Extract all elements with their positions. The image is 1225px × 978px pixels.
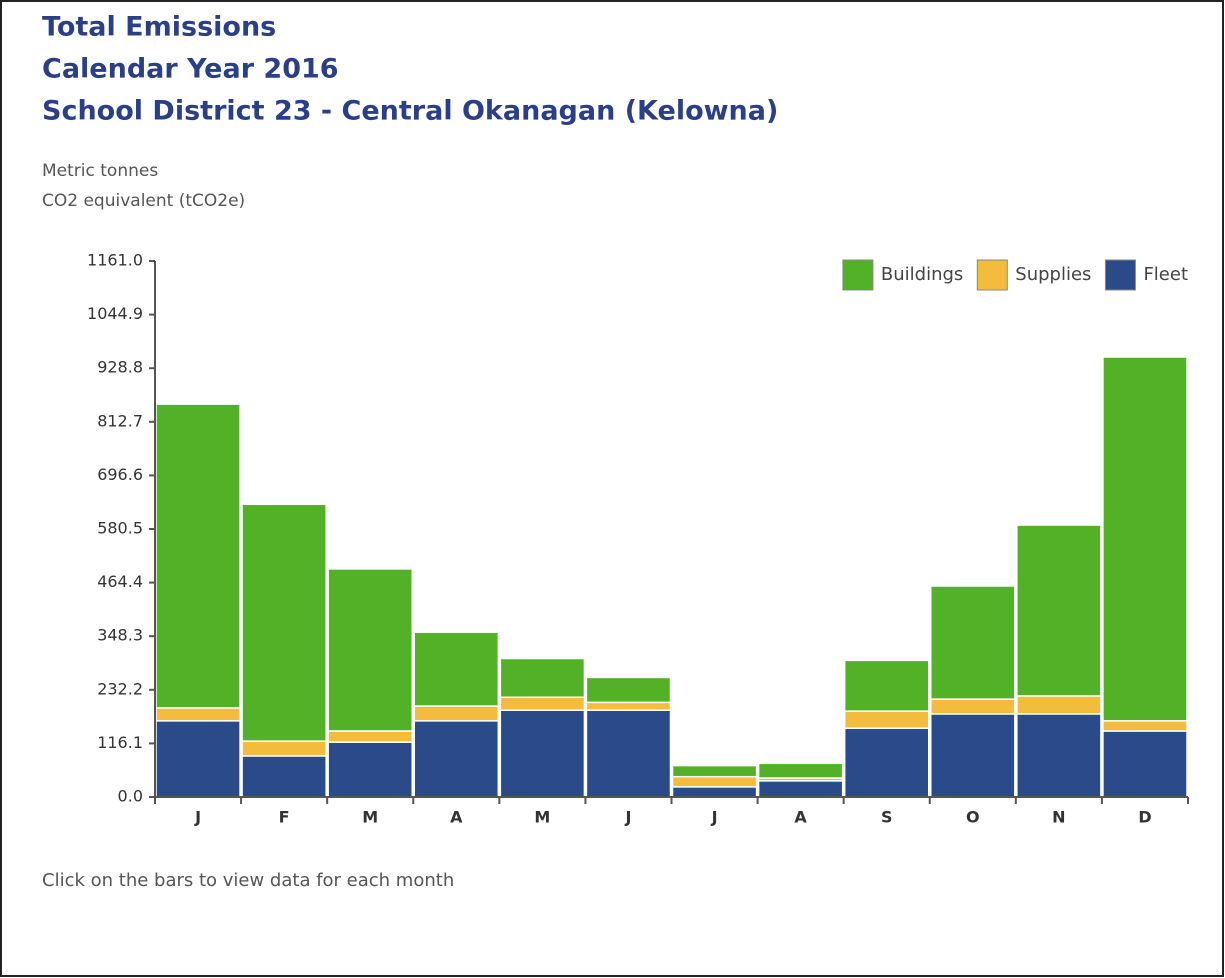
bar-segment[interactable] [671,764,758,778]
bar-segment[interactable] [499,709,586,798]
bar-segment[interactable] [499,696,586,711]
bar-segment[interactable] [413,720,500,798]
y-tick-label: 348.3 [97,626,143,645]
legend-swatch [1104,259,1136,291]
bar-segment[interactable] [155,403,241,709]
y-tick-label: 1044.9 [87,304,143,323]
bar-segment[interactable] [1102,720,1188,732]
x-tick-label: A [794,808,807,827]
y-tick-label: 812.7 [97,411,143,430]
bar-segment[interactable] [241,755,327,798]
x-tick-label: F [279,808,290,827]
bar-segment[interactable] [155,707,241,722]
bar-segment[interactable] [1016,524,1102,697]
x-tick-label: D [1138,808,1151,827]
bar-segment[interactable] [585,676,672,704]
x-tick-label: J [624,808,631,827]
x-tick-label: M [534,808,550,827]
title-line: Total Emissions [42,12,276,43]
legend-label: Supplies [1015,264,1091,285]
bar-segment[interactable] [585,701,672,711]
x-tick-label: J [194,808,201,827]
bar-segment[interactable] [1016,695,1102,715]
bar-segment[interactable] [757,762,844,779]
bar-segment[interactable] [413,705,500,722]
bar-segment[interactable] [930,585,1016,700]
bar-segment[interactable] [671,775,758,788]
bar-segment[interactable] [327,730,413,743]
x-tick-label: O [966,808,980,827]
bar-segment[interactable] [843,727,930,798]
legend-label: Buildings [881,264,963,285]
bar-segment[interactable] [1102,730,1188,798]
bar-segment[interactable] [241,740,327,757]
y-tick-label: 696.6 [97,465,143,484]
title-line: School District 23 - Central Okanagan (K… [42,96,778,127]
y-tick-label: 232.2 [97,679,143,698]
x-tick-label: S [881,808,893,827]
y-tick-label: 0.0 [118,787,143,806]
bar-segment[interactable] [327,741,413,798]
bar-segment[interactable] [499,657,586,699]
bar-segment[interactable] [155,720,241,798]
bar-segment[interactable] [413,631,500,707]
y-tick-label: 1161.0 [87,251,143,270]
x-tick-label: A [450,808,463,827]
legend-label: Fleet [1143,264,1188,285]
y-tick-label: 580.5 [97,519,143,538]
bar-segment[interactable] [843,659,930,712]
bar-segment[interactable] [1102,356,1188,722]
bar-segment[interactable] [671,786,758,798]
legend-swatch [842,259,874,291]
y-label: Metric tonnes [42,161,158,181]
x-tick-label: M [362,808,378,827]
title-line: Calendar Year 2016 [42,54,339,85]
bar-segment[interactable] [241,503,327,742]
bar-segment[interactable] [843,710,930,729]
bar-segment[interactable] [930,713,1016,798]
bar-segment[interactable] [757,780,844,798]
bar-segment[interactable] [585,709,672,798]
y-tick-label: 928.8 [97,358,143,377]
bar-segment[interactable] [1016,713,1102,798]
bar-segment[interactable] [327,568,413,732]
y-tick-label: 116.1 [97,733,143,752]
x-tick-label: J [711,808,718,827]
y-tick-label: 464.4 [97,572,143,591]
note: Click on the bars to view data for each … [42,870,454,891]
legend-swatch [976,259,1008,291]
x-tick-label: N [1052,808,1065,827]
y-label: CO2 equivalent (tCO2e) [42,191,245,211]
bar-segment[interactable] [930,698,1016,715]
